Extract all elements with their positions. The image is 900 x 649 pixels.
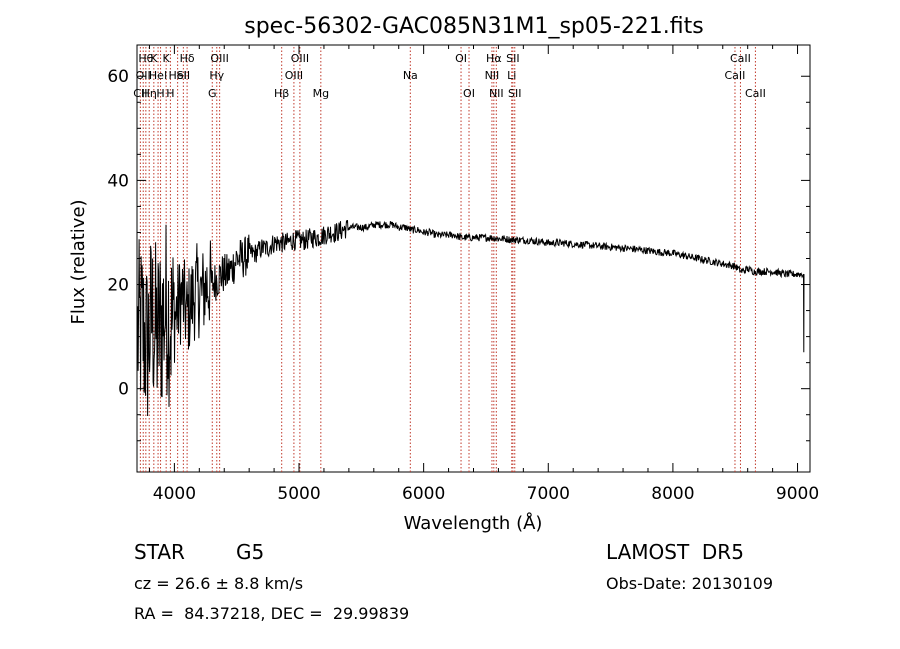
line-label: Hγ [209,69,224,82]
line-label: CII [133,87,147,100]
object-subclass: G5 [236,540,265,564]
line-label: K [163,52,171,65]
line-label: SII [177,69,190,82]
line-label: SII [508,87,521,100]
y-tick-label: 60 [107,67,129,87]
y-axis-ticks: 0 20 40 60 [107,67,810,442]
line-label: OI [455,52,467,65]
survey-name: LAMOST DR5 [606,540,744,564]
y-tick-label: 20 [107,276,129,296]
line-label: NII [485,69,500,82]
line-label: OII [136,69,151,82]
line-label: K [150,52,158,65]
line-label: OIII [291,52,309,65]
line-label: H [166,87,174,100]
line-label: Mg [313,87,329,100]
line-label: CaII [745,87,766,100]
line-label: NII [489,87,504,100]
x-axis-ticks: 4000 5000 6000 7000 8000 9000 [148,45,819,504]
y-tick-label: 0 [118,380,129,400]
line-label: OIII [210,52,228,65]
line-label: Hθ [138,52,153,65]
line-label: HeI [149,69,167,82]
x-tick-label: 8000 [651,484,694,504]
spectral-line-labels: CIIOIIHθHηKHeIHKHHeISIIHδGHγOIIIHβOIIIOI… [133,52,766,100]
x-tick-label: 7000 [527,484,570,504]
x-tick-label: 4000 [153,484,196,504]
line-label: CaII [730,52,751,65]
line-label: HeI [168,69,186,82]
spectral-line-markers [139,47,756,472]
line-label: SII [506,52,519,65]
coordinates: RA = 84.37218, DEC = 29.99839 [134,604,410,623]
line-label: Hη [142,87,157,100]
line-label: Hδ [180,52,195,65]
line-label: G [208,87,217,100]
line-label: Li [507,69,516,82]
spectrum-series-line [137,220,805,417]
y-tick-label: 40 [107,171,129,191]
line-label: OI [463,87,475,100]
x-axis-label: Wavelength (Å) [404,512,543,534]
line-label: H [156,87,164,100]
line-label: OIII [285,69,303,82]
x-tick-label: 6000 [402,484,445,504]
observation-date: Obs-Date: 20130109 [606,574,774,593]
line-label: Hα [486,52,502,65]
x-tick-label: 9000 [776,484,819,504]
line-label: Na [403,69,418,82]
line-label: CaII [725,69,746,82]
object-class: STAR [134,540,185,564]
chart-title: spec-56302-GAC085N31M1_sp05-221.fits [244,14,704,39]
x-tick-label: 5000 [277,484,320,504]
redshift-value: cz = 26.6 ± 8.8 km/s [134,574,304,593]
line-label: Hβ [274,87,289,100]
y-axis-label: Flux (relative) [68,199,89,324]
